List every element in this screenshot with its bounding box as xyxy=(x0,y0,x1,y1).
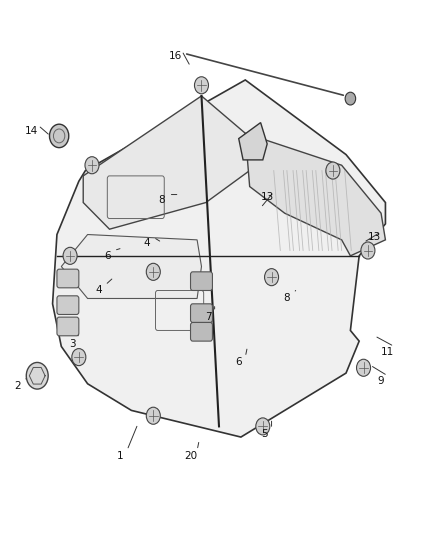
Text: 16: 16 xyxy=(169,51,182,61)
Text: 6: 6 xyxy=(104,251,111,261)
Text: 4: 4 xyxy=(143,238,150,247)
Polygon shape xyxy=(239,123,267,160)
Polygon shape xyxy=(61,235,201,298)
Polygon shape xyxy=(245,133,385,256)
Text: 11: 11 xyxy=(381,347,394,357)
FancyBboxPatch shape xyxy=(191,322,212,341)
Circle shape xyxy=(72,349,86,366)
Circle shape xyxy=(194,77,208,94)
Text: 14: 14 xyxy=(25,126,38,135)
Text: 2: 2 xyxy=(14,382,21,391)
Text: 13: 13 xyxy=(368,232,381,242)
Text: 4: 4 xyxy=(95,286,102,295)
Circle shape xyxy=(85,157,99,174)
Circle shape xyxy=(256,418,270,435)
Circle shape xyxy=(146,407,160,424)
Circle shape xyxy=(49,124,69,148)
FancyBboxPatch shape xyxy=(191,272,212,290)
Text: 13: 13 xyxy=(261,192,274,202)
Circle shape xyxy=(26,362,48,389)
FancyBboxPatch shape xyxy=(57,269,79,288)
Text: 9: 9 xyxy=(378,376,385,386)
Polygon shape xyxy=(83,96,250,229)
FancyBboxPatch shape xyxy=(191,304,212,322)
Circle shape xyxy=(63,247,77,264)
Circle shape xyxy=(361,242,375,259)
Text: 1: 1 xyxy=(117,451,124,461)
Text: 3: 3 xyxy=(69,339,76,349)
Text: 6: 6 xyxy=(235,358,242,367)
Text: 20: 20 xyxy=(184,451,197,461)
Text: 8: 8 xyxy=(159,195,166,205)
Circle shape xyxy=(326,162,340,179)
Polygon shape xyxy=(53,80,385,437)
Circle shape xyxy=(265,269,279,286)
Text: 8: 8 xyxy=(283,294,290,303)
Circle shape xyxy=(345,92,356,105)
Circle shape xyxy=(146,263,160,280)
Circle shape xyxy=(357,359,371,376)
FancyBboxPatch shape xyxy=(57,317,79,336)
FancyBboxPatch shape xyxy=(57,296,79,314)
Text: 5: 5 xyxy=(261,430,268,439)
Text: 7: 7 xyxy=(205,312,212,322)
